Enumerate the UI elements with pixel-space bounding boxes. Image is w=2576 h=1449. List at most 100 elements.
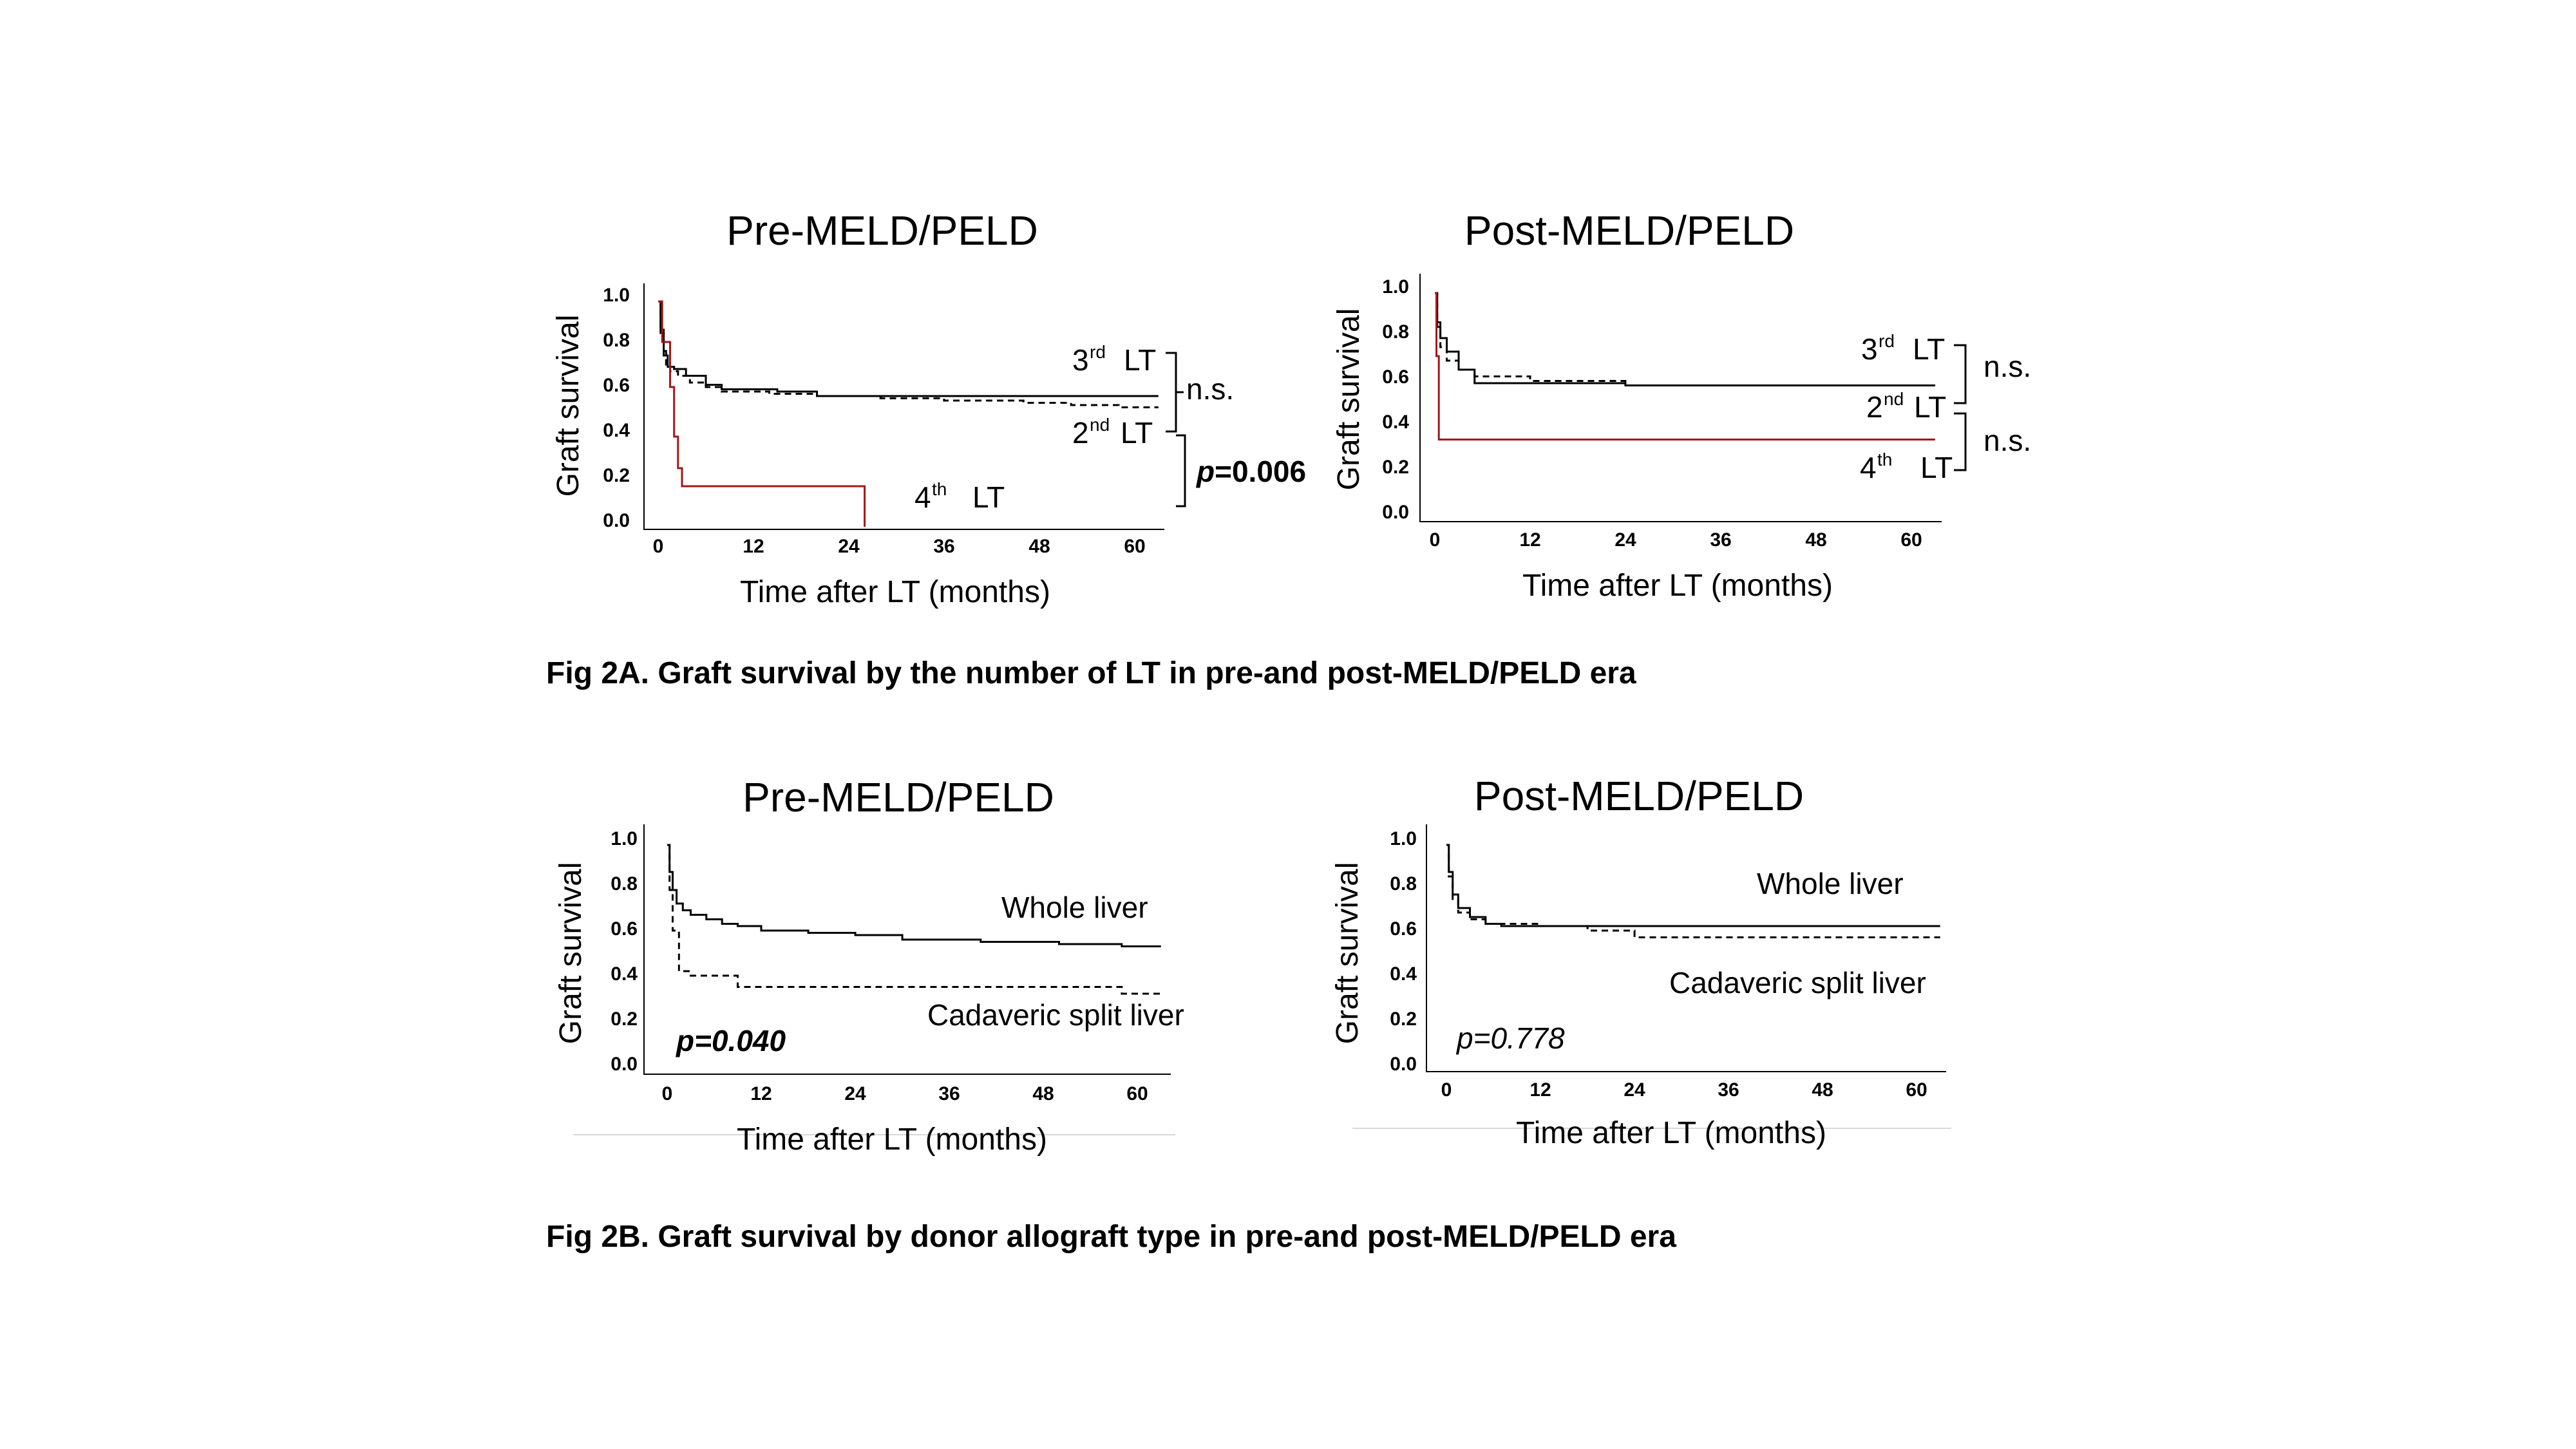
x-tick-label: 0 — [1430, 529, 1441, 551]
x-ticks: 0 12 24 36 48 60 — [653, 536, 1146, 557]
series-line-3rd-lt — [658, 300, 1159, 397]
lt-label: LT — [1920, 451, 1953, 484]
y-tick-label: 1.0 — [603, 285, 630, 306]
x-tick-label: 36 — [1718, 1079, 1739, 1101]
series-label-whole-liver: Whole liver — [1001, 891, 1148, 924]
p-value-label: p=0.778 — [1455, 1021, 1565, 1055]
chart-title: Post-MELD/PELD — [1464, 207, 1794, 254]
label-3rd-lt: 3 rd LT — [1072, 342, 1156, 377]
x-tick-label: 48 — [1028, 536, 1050, 557]
x-axis-label: Time after LT (months) — [1522, 569, 1833, 603]
y-ticks: 0.0 0.2 0.4 0.6 0.8 1.0 — [1382, 276, 1409, 523]
x-tick-label: 24 — [1615, 529, 1636, 551]
lt-label: LT — [1124, 343, 1156, 377]
ordinal: 3 — [1072, 343, 1089, 377]
p-value-label: p=0.040 — [675, 1024, 786, 1057]
lt-label: LT — [1914, 390, 1946, 424]
y-tick-label: 0.4 — [1390, 963, 1417, 985]
label-3rd-lt: 3 rd LT — [1861, 331, 1945, 366]
series-label-whole-liver: Whole liver — [1757, 867, 1904, 900]
ordinal: 3 — [1861, 332, 1878, 366]
bracket-lower — [1954, 412, 1967, 471]
plot-area — [1446, 844, 1940, 938]
y-tick-label: 0.6 — [611, 918, 638, 940]
y-tick-label: 0.8 — [603, 330, 630, 351]
x-tick-label: 24 — [838, 536, 860, 557]
ns-label: n.s. — [1186, 372, 1234, 406]
ns-label-lower: n.s. — [1984, 424, 2031, 457]
ordinal-suffix: nd — [1090, 415, 1110, 435]
x-tick-label: 12 — [1530, 1079, 1551, 1101]
x-axis-label: Time after LT (months) — [1516, 1116, 1826, 1150]
y-tick-label: 0.2 — [1382, 457, 1409, 478]
x-tick-label: 24 — [844, 1083, 866, 1104]
x-axis-label: Time after LT (months) — [737, 1122, 1047, 1157]
bracket-upper — [1954, 344, 1967, 404]
y-tick-label: 0.0 — [603, 510, 630, 531]
y-tick-label: 0.4 — [603, 420, 630, 441]
ns-label-upper: n.s. — [1984, 350, 2031, 383]
chart-title: Pre-MELD/PELD — [743, 774, 1054, 820]
y-axis-label: Graft survival — [551, 315, 585, 497]
p-italic: p — [1195, 455, 1215, 488]
p-value-label: p=0.006 — [1195, 455, 1306, 488]
y-tick-label: 0.8 — [1382, 321, 1409, 343]
ordinal: 4 — [1860, 451, 1877, 484]
x-tick-label: 60 — [1906, 1079, 1927, 1101]
y-axis-label: Graft survival — [1331, 862, 1365, 1045]
label-4th-lt: 4 th LT — [1860, 450, 1953, 484]
series-line-4th-lt — [1435, 292, 1935, 440]
series-line-2nd-lt — [1435, 292, 1935, 386]
x-ticks: 0 12 24 36 48 60 — [662, 1083, 1148, 1104]
lt-label: LT — [1121, 416, 1153, 450]
chart-title: Post-MELD/PELD — [1474, 773, 1804, 819]
y-tick-label: 1.0 — [1382, 276, 1409, 298]
ordinal: 2 — [1866, 390, 1883, 424]
series-line-whole-liver — [1446, 844, 1940, 927]
axes — [1426, 824, 1946, 1072]
y-tick-label: 0.0 — [611, 1054, 638, 1075]
y-tick-label: 0.2 — [611, 1009, 638, 1030]
ordinal-suffix: th — [932, 479, 947, 499]
label-4th-lt: 4 th LT — [914, 479, 1005, 514]
plot-area — [1435, 292, 1935, 440]
chart-title: Pre-MELD/PELD — [726, 207, 1038, 254]
axes — [1419, 274, 1942, 522]
y-tick-label: 0.6 — [603, 375, 630, 396]
x-ticks: 0 12 24 36 48 60 — [1430, 529, 1922, 551]
y-tick-label: 0.8 — [611, 873, 638, 895]
series-line-cadaveric-split-liver — [1446, 844, 1940, 938]
y-tick-label: 1.0 — [1390, 828, 1417, 849]
y-tick-label: 1.0 — [611, 828, 638, 849]
x-tick-label: 0 — [1441, 1079, 1452, 1101]
axes — [643, 824, 1171, 1075]
x-tick-label: 48 — [1805, 529, 1826, 551]
x-tick-label: 12 — [743, 536, 764, 557]
y-tick-label: 0.6 — [1382, 366, 1409, 388]
p-number: =0.006 — [1215, 455, 1306, 488]
x-tick-label: 36 — [1710, 529, 1731, 551]
y-tick-label: 0.6 — [1390, 918, 1417, 940]
x-tick-label: 12 — [750, 1083, 772, 1104]
y-tick-label: 0.0 — [1390, 1054, 1417, 1075]
x-tick-label: 36 — [933, 536, 954, 557]
series-line-4th-lt — [658, 300, 866, 527]
series-line-whole-liver — [667, 844, 1161, 947]
y-ticks: 0.0 0.2 0.4 0.6 0.8 1.0 — [1390, 828, 1417, 1075]
x-tick-label: 60 — [1124, 536, 1145, 557]
y-tick-label: 0.0 — [1382, 502, 1409, 523]
ordinal-suffix: th — [1877, 450, 1892, 469]
x-ticks: 0 12 24 36 48 60 — [1441, 1079, 1927, 1101]
x-tick-label: 24 — [1624, 1079, 1645, 1101]
x-tick-label: 0 — [653, 536, 664, 557]
label-2nd-lt: 2 nd LT — [1866, 389, 1946, 424]
ordinal-suffix: rd — [1879, 331, 1895, 351]
figure-caption-2b: Fig 2B. Graft survival by donor allograf… — [546, 1220, 1676, 1254]
figure-caption-2a: Fig 2A. Graft survival by the number of … — [546, 656, 1636, 690]
series-line-3rd-lt — [1435, 292, 1935, 386]
y-axis-label: Graft survival — [554, 862, 588, 1045]
y-tick-label: 0.2 — [1390, 1009, 1417, 1030]
